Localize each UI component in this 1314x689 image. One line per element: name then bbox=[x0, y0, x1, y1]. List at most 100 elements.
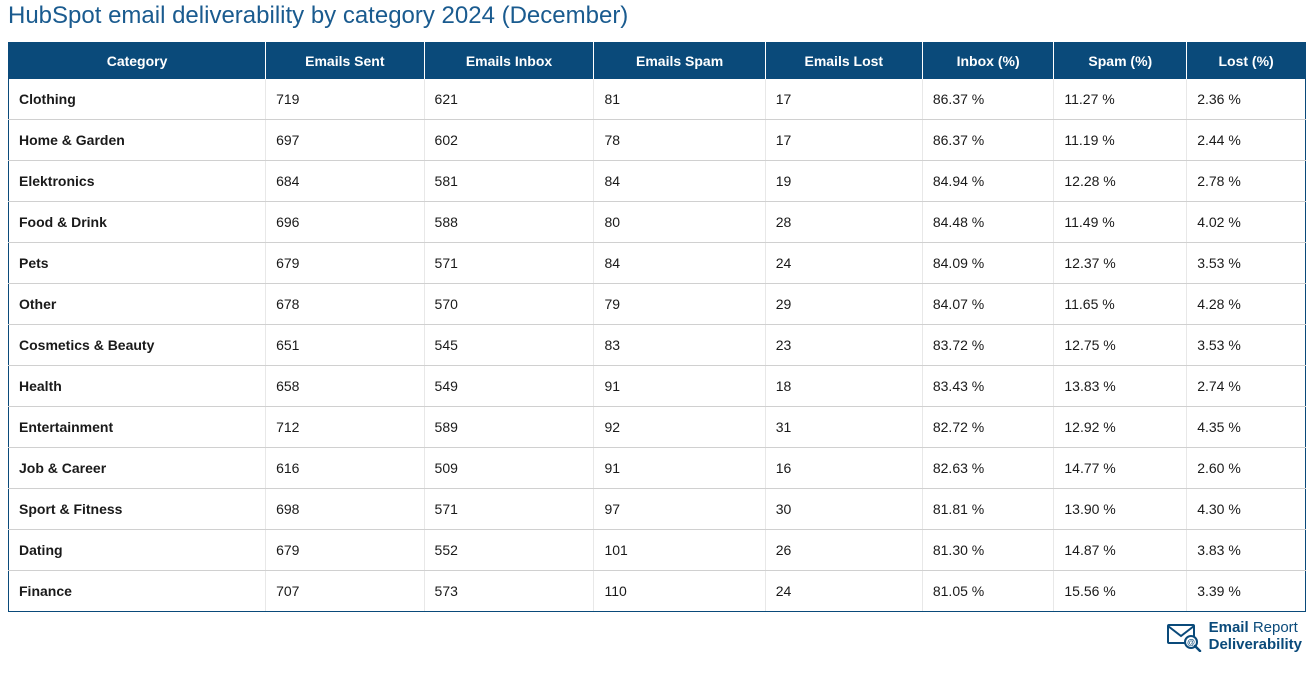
table-row: Clothing719621811786.37 %11.27 %2.36 % bbox=[9, 79, 1306, 120]
value-cell: 571 bbox=[424, 489, 594, 530]
envelope-search-icon: @ bbox=[1167, 622, 1203, 652]
col-header: Category bbox=[9, 43, 266, 80]
value-cell: 81 bbox=[594, 79, 765, 120]
col-header: Emails Lost bbox=[765, 43, 922, 80]
value-cell: 84.94 % bbox=[922, 161, 1054, 202]
deliverability-table: CategoryEmails SentEmails InboxEmails Sp… bbox=[8, 42, 1306, 612]
value-cell: 18 bbox=[765, 366, 922, 407]
value-cell: 83 bbox=[594, 325, 765, 366]
col-header: Emails Inbox bbox=[424, 43, 594, 80]
table-row: Pets679571842484.09 %12.37 %3.53 % bbox=[9, 243, 1306, 284]
col-header: Spam (%) bbox=[1054, 43, 1187, 80]
value-cell: 81.81 % bbox=[922, 489, 1054, 530]
category-cell: Job & Career bbox=[9, 448, 266, 489]
value-cell: 3.39 % bbox=[1187, 571, 1306, 612]
category-cell: Entertainment bbox=[9, 407, 266, 448]
value-cell: 684 bbox=[266, 161, 424, 202]
value-cell: 14.77 % bbox=[1054, 448, 1187, 489]
value-cell: 11.27 % bbox=[1054, 79, 1187, 120]
col-header: Inbox (%) bbox=[922, 43, 1054, 80]
value-cell: 4.30 % bbox=[1187, 489, 1306, 530]
value-cell: 15.56 % bbox=[1054, 571, 1187, 612]
value-cell: 13.90 % bbox=[1054, 489, 1187, 530]
value-cell: 589 bbox=[424, 407, 594, 448]
table-row: Dating6795521012681.30 %14.87 %3.83 % bbox=[9, 530, 1306, 571]
value-cell: 91 bbox=[594, 448, 765, 489]
value-cell: 80 bbox=[594, 202, 765, 243]
value-cell: 2.74 % bbox=[1187, 366, 1306, 407]
value-cell: 545 bbox=[424, 325, 594, 366]
value-cell: 12.37 % bbox=[1054, 243, 1187, 284]
category-cell: Cosmetics & Beauty bbox=[9, 325, 266, 366]
logo-text: Email Report Deliverability bbox=[1209, 620, 1302, 653]
value-cell: 24 bbox=[765, 243, 922, 284]
value-cell: 621 bbox=[424, 79, 594, 120]
footer: @ Email Report Deliverability bbox=[8, 612, 1306, 653]
value-cell: 19 bbox=[765, 161, 922, 202]
value-cell: 110 bbox=[594, 571, 765, 612]
value-cell: 23 bbox=[765, 325, 922, 366]
value-cell: 719 bbox=[266, 79, 424, 120]
value-cell: 26 bbox=[765, 530, 922, 571]
value-cell: 13.83 % bbox=[1054, 366, 1187, 407]
table-row: Other678570792984.07 %11.65 %4.28 % bbox=[9, 284, 1306, 325]
value-cell: 84.48 % bbox=[922, 202, 1054, 243]
table-row: Home & Garden697602781786.37 %11.19 %2.4… bbox=[9, 120, 1306, 161]
table-row: Job & Career616509911682.63 %14.77 %2.60… bbox=[9, 448, 1306, 489]
value-cell: 581 bbox=[424, 161, 594, 202]
value-cell: 24 bbox=[765, 571, 922, 612]
category-cell: Health bbox=[9, 366, 266, 407]
value-cell: 712 bbox=[266, 407, 424, 448]
value-cell: 4.35 % bbox=[1187, 407, 1306, 448]
value-cell: 16 bbox=[765, 448, 922, 489]
value-cell: 12.28 % bbox=[1054, 161, 1187, 202]
value-cell: 3.53 % bbox=[1187, 325, 1306, 366]
table-row: Sport & Fitness698571973081.81 %13.90 %4… bbox=[9, 489, 1306, 530]
value-cell: 84 bbox=[594, 243, 765, 284]
value-cell: 3.53 % bbox=[1187, 243, 1306, 284]
col-header: Emails Sent bbox=[266, 43, 424, 80]
category-cell: Clothing bbox=[9, 79, 266, 120]
value-cell: 658 bbox=[266, 366, 424, 407]
value-cell: 4.02 % bbox=[1187, 202, 1306, 243]
table-header-row: CategoryEmails SentEmails InboxEmails Sp… bbox=[9, 43, 1306, 80]
value-cell: 86.37 % bbox=[922, 120, 1054, 161]
value-cell: 92 bbox=[594, 407, 765, 448]
value-cell: 2.78 % bbox=[1187, 161, 1306, 202]
value-cell: 83.72 % bbox=[922, 325, 1054, 366]
value-cell: 697 bbox=[266, 120, 424, 161]
value-cell: 11.19 % bbox=[1054, 120, 1187, 161]
table-row: Food & Drink696588802884.48 %11.49 %4.02… bbox=[9, 202, 1306, 243]
value-cell: 84 bbox=[594, 161, 765, 202]
value-cell: 28 bbox=[765, 202, 922, 243]
value-cell: 86.37 % bbox=[922, 79, 1054, 120]
value-cell: 698 bbox=[266, 489, 424, 530]
value-cell: 679 bbox=[266, 243, 424, 284]
value-cell: 2.44 % bbox=[1187, 120, 1306, 161]
value-cell: 588 bbox=[424, 202, 594, 243]
value-cell: 573 bbox=[424, 571, 594, 612]
value-cell: 509 bbox=[424, 448, 594, 489]
value-cell: 78 bbox=[594, 120, 765, 161]
value-cell: 3.83 % bbox=[1187, 530, 1306, 571]
value-cell: 81.05 % bbox=[922, 571, 1054, 612]
value-cell: 97 bbox=[594, 489, 765, 530]
table-body: Clothing719621811786.37 %11.27 %2.36 %Ho… bbox=[9, 79, 1306, 612]
value-cell: 17 bbox=[765, 120, 922, 161]
value-cell: 12.92 % bbox=[1054, 407, 1187, 448]
logo-word-report: Report bbox=[1253, 619, 1298, 636]
value-cell: 83.43 % bbox=[922, 366, 1054, 407]
category-cell: Home & Garden bbox=[9, 120, 266, 161]
category-cell: Elektronics bbox=[9, 161, 266, 202]
category-cell: Pets bbox=[9, 243, 266, 284]
value-cell: 84.09 % bbox=[922, 243, 1054, 284]
category-cell: Sport & Fitness bbox=[9, 489, 266, 530]
logo-line1: Email Report bbox=[1209, 620, 1302, 637]
col-header: Lost (%) bbox=[1187, 43, 1306, 80]
value-cell: 101 bbox=[594, 530, 765, 571]
value-cell: 81.30 % bbox=[922, 530, 1054, 571]
value-cell: 679 bbox=[266, 530, 424, 571]
table-row: Elektronics684581841984.94 %12.28 %2.78 … bbox=[9, 161, 1306, 202]
value-cell: 549 bbox=[424, 366, 594, 407]
value-cell: 678 bbox=[266, 284, 424, 325]
